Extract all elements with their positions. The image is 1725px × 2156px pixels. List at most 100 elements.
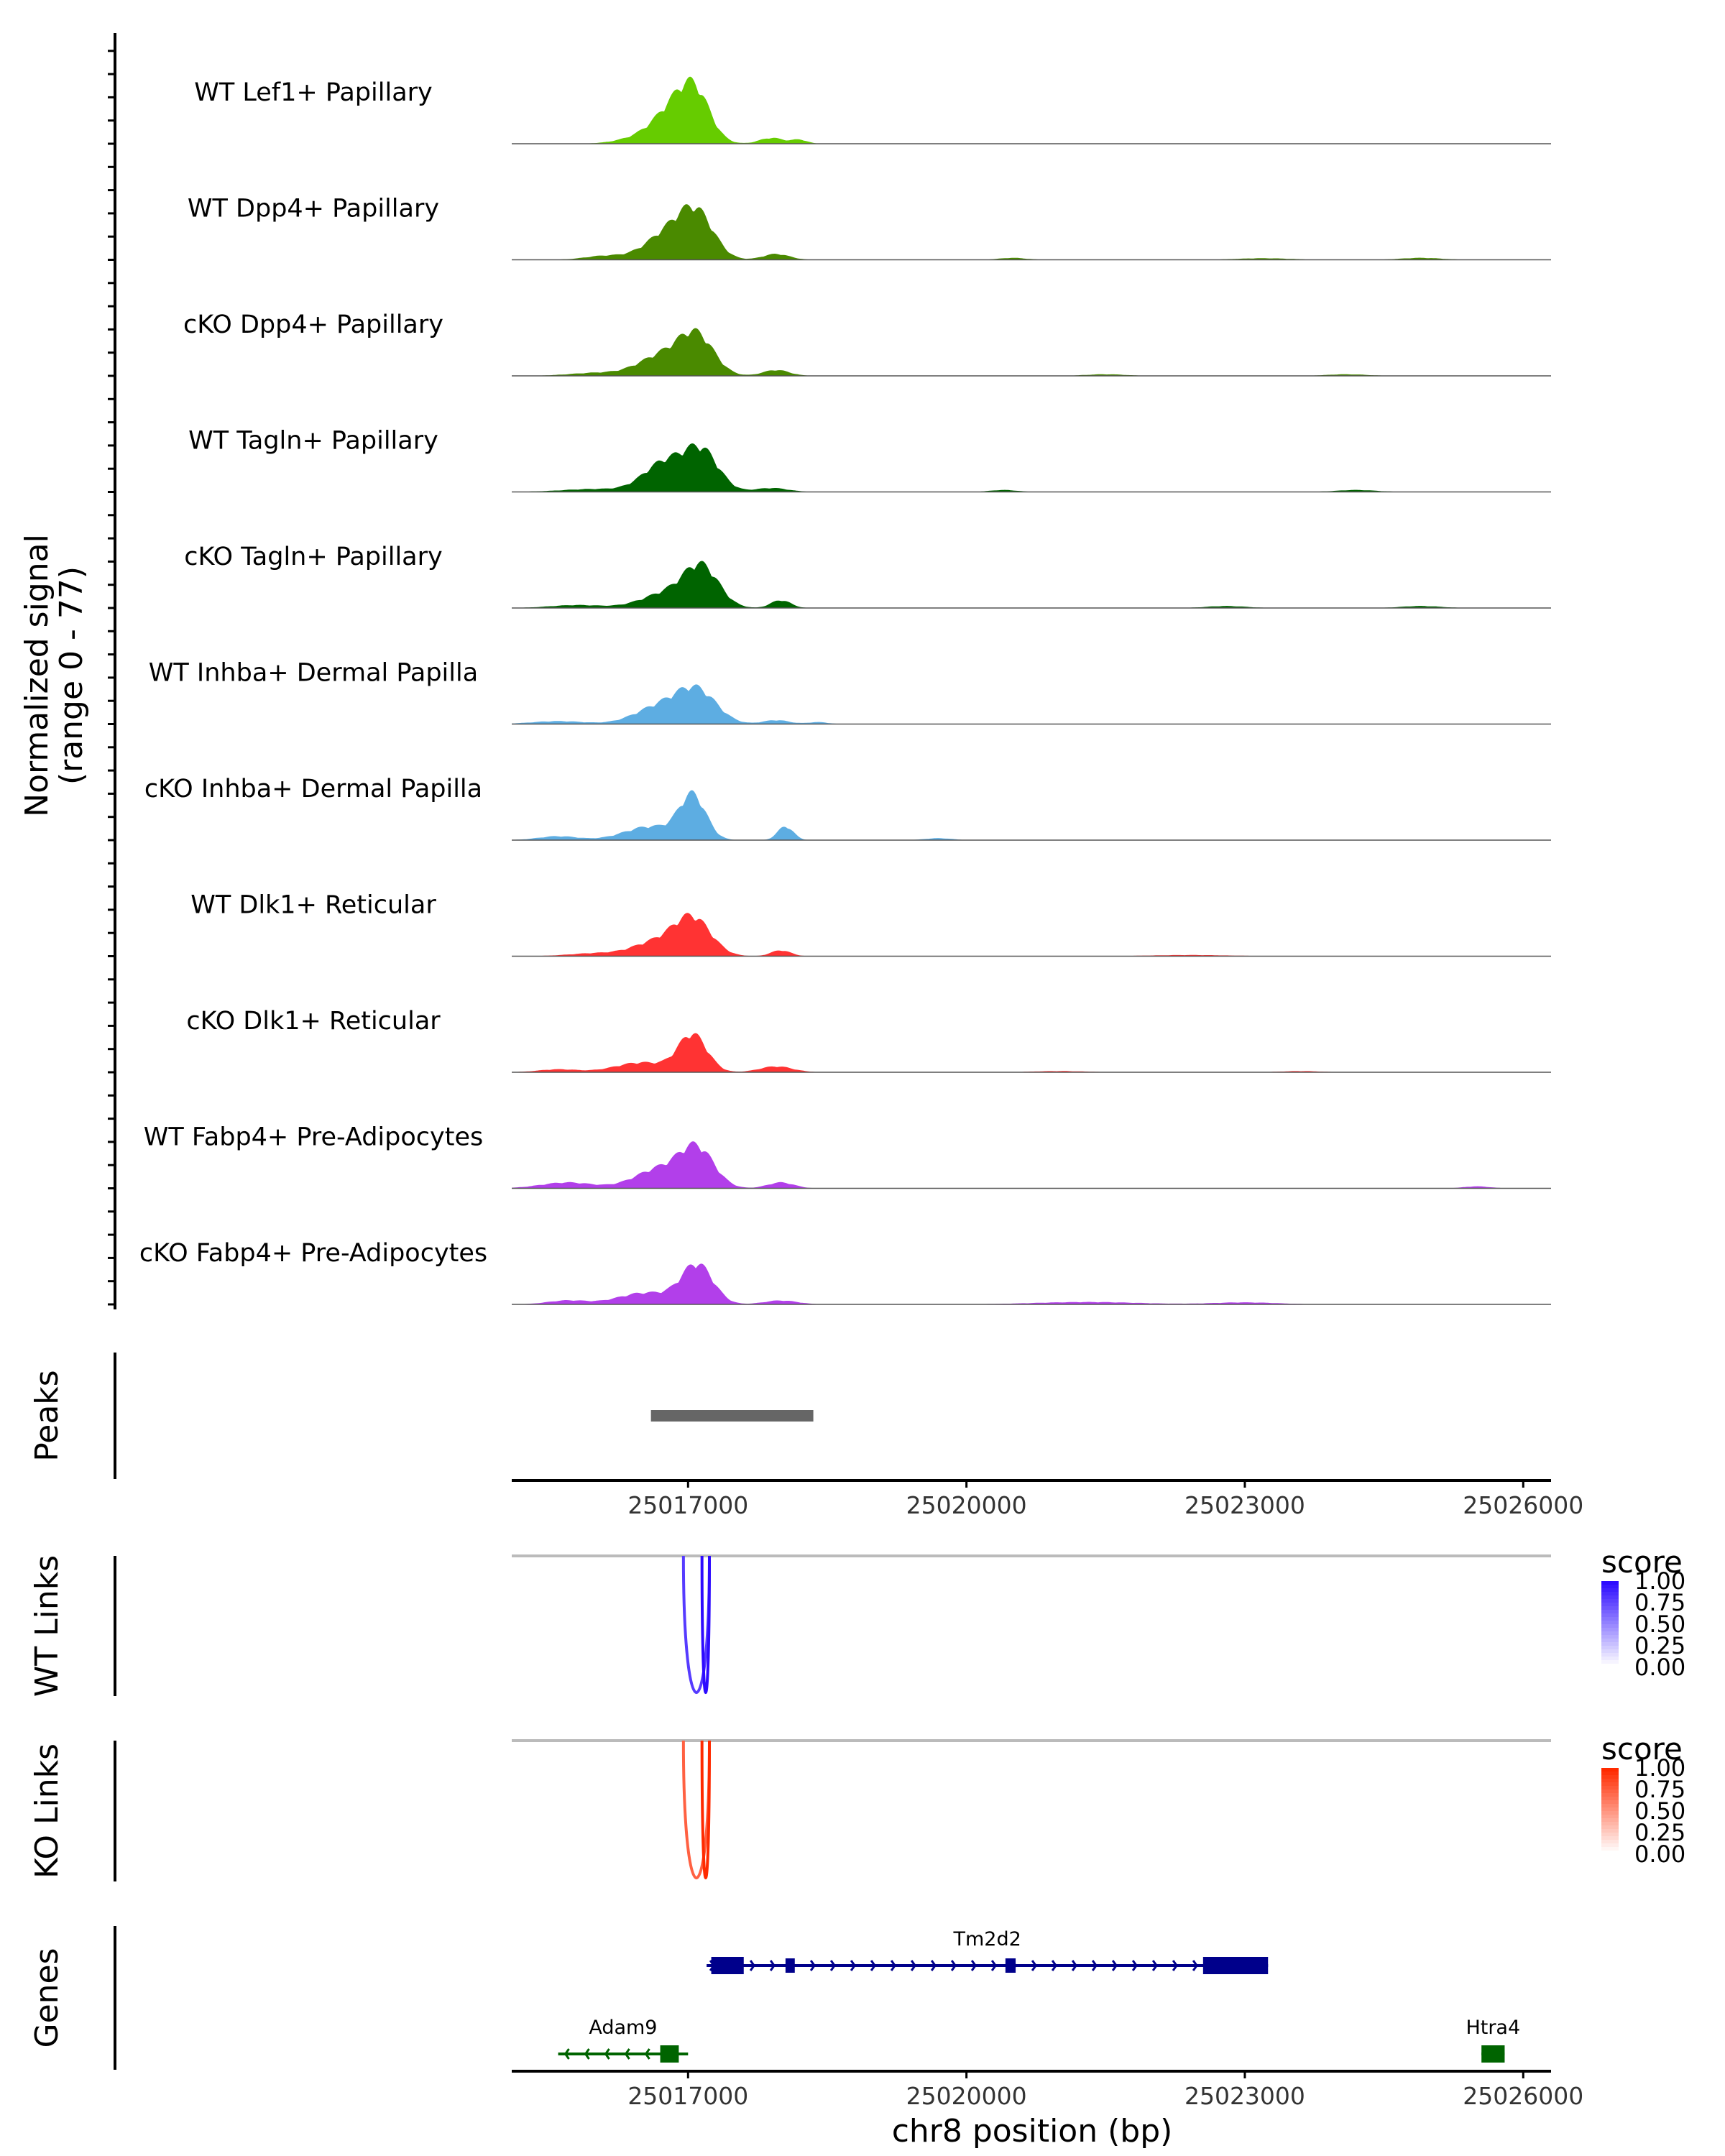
link-legend-swatch bbox=[1601, 1613, 1619, 1618]
link-legend-swatch bbox=[1601, 1786, 1619, 1790]
gene-exon bbox=[1481, 2045, 1505, 2063]
link-legend-title: score bbox=[1601, 1544, 1683, 1580]
coverage-track-label: cKO Fabp4+ Pre-Adipocytes bbox=[139, 1239, 487, 1268]
coverage-area bbox=[512, 561, 1551, 608]
link-legend-swatch bbox=[1601, 1581, 1619, 1585]
genes-x-ticks: 25017000 25020000 25023000 25026000 bbox=[627, 2071, 1583, 2110]
link-legend-tick-label: 0.25 bbox=[1634, 1819, 1685, 1846]
link-legend-swatch bbox=[1601, 1811, 1619, 1815]
gene-exon bbox=[785, 1958, 795, 1973]
gene-model: Adam9 bbox=[558, 2017, 689, 2063]
gene-exon bbox=[1202, 1957, 1269, 1974]
link-legend-swatch bbox=[1601, 1825, 1619, 1830]
x-tick-label: 25017000 bbox=[627, 2082, 748, 2110]
link-legend-swatch bbox=[1601, 1815, 1619, 1819]
link-legend-tick-label: 0.00 bbox=[1634, 1654, 1685, 1681]
gene-strand-chevron bbox=[1051, 1960, 1057, 1971]
coverage-area bbox=[512, 1033, 1551, 1072]
gene-name-label: Tm2d2 bbox=[953, 1928, 1021, 1950]
link-legend-swatch bbox=[1601, 1800, 1619, 1805]
coverage-area bbox=[512, 913, 1551, 957]
gene-strand-chevron bbox=[910, 1960, 916, 1971]
peaks-panel: Peaks 25017000 25020000 25023000 25026000 bbox=[29, 1353, 1583, 1519]
link-legend-swatch bbox=[1601, 1782, 1619, 1787]
link-legend-swatch bbox=[1601, 1639, 1619, 1643]
link-arc bbox=[681, 1740, 711, 1880]
link-arc bbox=[700, 1740, 711, 1879]
link-legend-tick-label: 0.00 bbox=[1634, 1841, 1685, 1868]
gene-exon bbox=[711, 1957, 744, 1974]
coverage-track-label: WT Tagln+ Papillary bbox=[188, 427, 438, 456]
link-legend-swatch bbox=[1601, 1664, 1619, 1668]
signal-axis-title: Normalized signal (range 0 - 77) bbox=[19, 534, 90, 817]
coverage-track: WT Inhba+ Dermal Papilla bbox=[149, 659, 1551, 725]
coverage-track-label: WT Dlk1+ Reticular bbox=[190, 891, 436, 920]
link-legend-swatch bbox=[1601, 1585, 1619, 1589]
link-legend-swatch bbox=[1601, 1653, 1619, 1657]
coverage-tracks: WT Lef1+ Papillary WT Dpp4+ Papillary cKO … bbox=[139, 76, 1551, 1305]
coverage-track-label: WT Fabp4+ Pre-Adipocytes bbox=[144, 1123, 483, 1152]
coverage-track: cKO Inhba+ Dermal Papilla bbox=[144, 775, 1551, 841]
link-legend-swatch bbox=[1601, 1822, 1619, 1826]
gene-strand-chevron bbox=[1192, 1960, 1198, 1971]
link-track-label: WT Links bbox=[29, 1555, 65, 1697]
link-legend-swatch bbox=[1601, 1599, 1619, 1603]
coverage-track-label: cKO Tagln+ Papillary bbox=[184, 543, 443, 571]
link-legend-tick-label: 0.75 bbox=[1634, 1589, 1685, 1616]
link-legend-tick-label: 0.50 bbox=[1634, 1611, 1685, 1638]
x-tick-label: 25023000 bbox=[1184, 2082, 1305, 2110]
gene-model: Tm2d2 bbox=[707, 1928, 1269, 1974]
x-tick-label: 25020000 bbox=[906, 1491, 1027, 1519]
coverage-track: WT Dlk1+ Reticular bbox=[190, 891, 1551, 957]
link-arc bbox=[700, 1555, 711, 1694]
link-legend-swatch bbox=[1601, 1635, 1619, 1639]
x-axis-title: chr8 position (bp) bbox=[892, 2113, 1173, 2150]
gene-strand-chevron bbox=[604, 2048, 610, 2060]
peak-regions bbox=[650, 1410, 814, 1422]
link-legend-tick-label: 1.00 bbox=[1634, 1567, 1685, 1595]
gene-strand-chevron bbox=[1091, 1960, 1098, 1971]
gene-exon bbox=[660, 2045, 679, 2063]
link-legend-swatch bbox=[1601, 1628, 1619, 1632]
link-legend-swatch bbox=[1601, 1621, 1619, 1625]
coverage-track: cKO Fabp4+ Pre-Adipocytes bbox=[139, 1239, 1551, 1305]
coverage-track-label: WT Inhba+ Dermal Papilla bbox=[149, 659, 478, 688]
gene-strand-chevron bbox=[970, 1960, 977, 1971]
coverage-track: WT Dpp4+ Papillary bbox=[188, 195, 1551, 261]
link-legend-swatch bbox=[1601, 1836, 1619, 1841]
x-tick-label: 25023000 bbox=[1184, 1491, 1305, 1519]
link-legend-swatch bbox=[1601, 1829, 1619, 1833]
gene-strand-chevron bbox=[1131, 1960, 1138, 1971]
gene-strand-chevron bbox=[850, 1960, 856, 1971]
link-legend-tick-label: 0.75 bbox=[1634, 1776, 1685, 1803]
gene-strand-chevron bbox=[890, 1960, 896, 1971]
gene-strand-chevron bbox=[769, 1960, 776, 1971]
coverage-track: cKO Dpp4+ Papillary bbox=[183, 310, 1551, 377]
link-legend-tick-label: 1.00 bbox=[1634, 1754, 1685, 1782]
gene-models: Tm2d2 Adam9 Htra4 bbox=[558, 1928, 1520, 2063]
link-legend-swatch bbox=[1601, 1789, 1619, 1794]
coverage-area bbox=[512, 328, 1551, 376]
gene-strand-chevron bbox=[930, 1960, 937, 1971]
link-legend-swatch bbox=[1601, 1657, 1619, 1661]
link-legend-swatch bbox=[1601, 1840, 1619, 1844]
signal-axis-range-label: (range 0 - 77) bbox=[53, 566, 90, 785]
link-legend-swatch bbox=[1601, 1779, 1619, 1783]
link-legend-swatch bbox=[1601, 1818, 1619, 1823]
coverage-track-label: cKO Dlk1+ Reticular bbox=[186, 1007, 441, 1036]
gene-name-label: Adam9 bbox=[589, 2017, 657, 2039]
x-tick-label: 25020000 bbox=[906, 2082, 1027, 2110]
coverage-area bbox=[512, 790, 1551, 840]
signal-axis-label: Normalized signal bbox=[19, 534, 55, 817]
link-legend-tick-label: 0.25 bbox=[1634, 1632, 1685, 1659]
x-tick-label: 25026000 bbox=[1463, 2082, 1583, 2110]
gene-strand-chevron bbox=[1111, 1960, 1118, 1971]
coverage-track-label: cKO Dpp4+ Papillary bbox=[183, 310, 443, 339]
coverage-area bbox=[512, 1141, 1551, 1189]
link-legend-swatch bbox=[1601, 1660, 1619, 1664]
gene-name-label: Htra4 bbox=[1466, 2017, 1520, 2039]
link-legend-swatch bbox=[1601, 1595, 1619, 1600]
link-legend-swatch bbox=[1601, 1603, 1619, 1607]
